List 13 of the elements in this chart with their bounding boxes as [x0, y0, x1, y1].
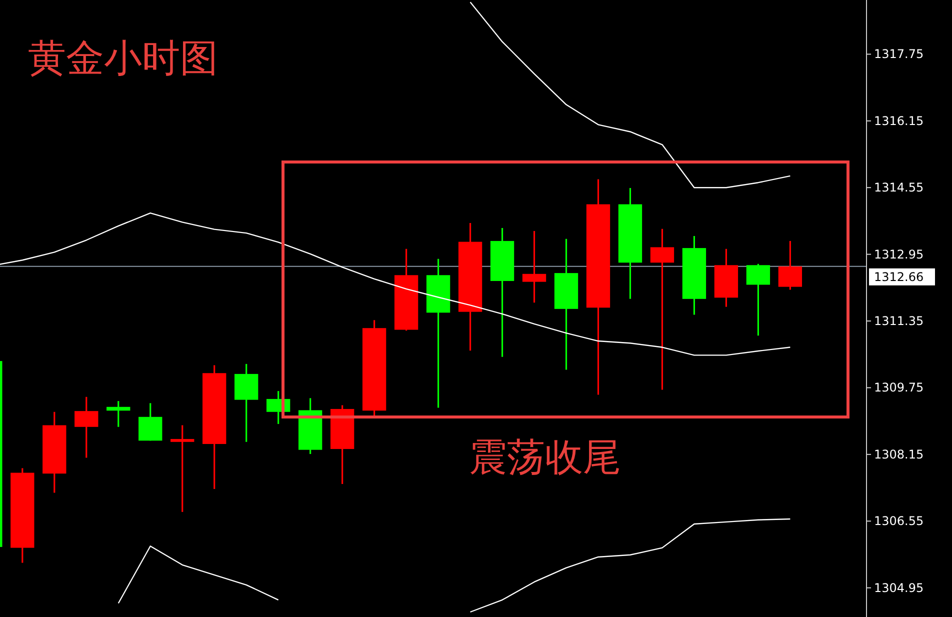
- y-tick-label: 1308.15: [874, 447, 924, 462]
- line-series: [470, 1, 791, 188]
- y-tick-label: 1306.55: [874, 514, 924, 528]
- y-tick-label: 1312.95: [874, 247, 924, 262]
- y-tick-label: 1309.75: [874, 380, 924, 395]
- y-tick-label: 1317.75: [874, 47, 924, 62]
- y-tick-label: 1311.35: [874, 314, 924, 328]
- y-tick-label: 1316.15: [874, 114, 924, 128]
- ref-line-label: 1312.66: [874, 270, 924, 284]
- annotation: 震荡收尾: [469, 435, 621, 479]
- text: 黄金小时图: [28, 36, 218, 80]
- y-tick-label: 1314.55: [874, 180, 924, 195]
- y-tick-label: 1304.95: [874, 580, 924, 595]
